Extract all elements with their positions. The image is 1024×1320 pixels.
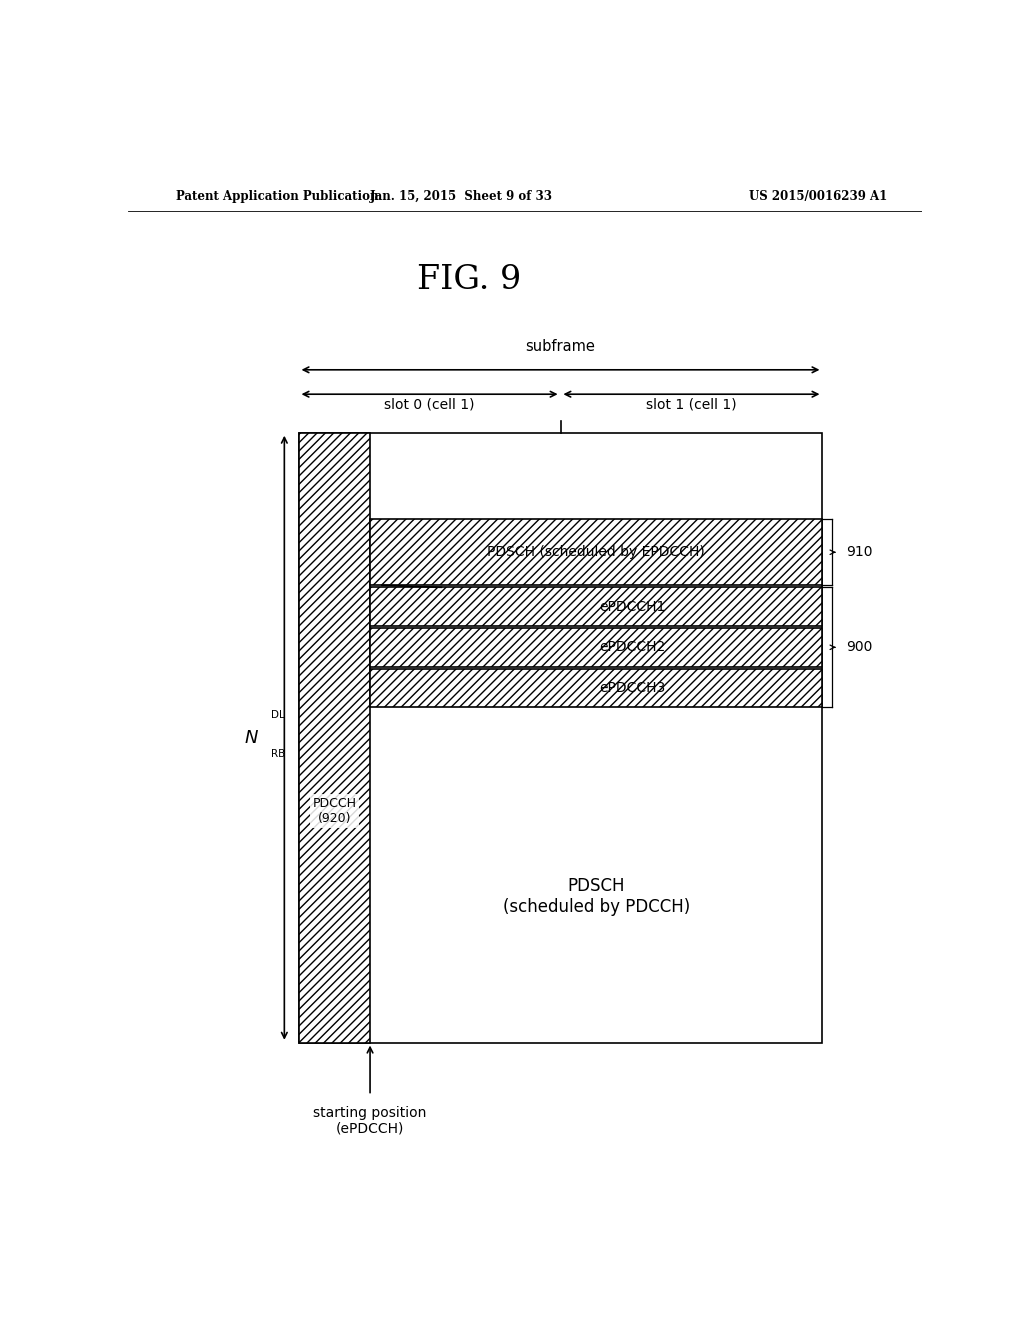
Bar xyxy=(370,669,822,708)
Text: 910: 910 xyxy=(846,545,872,560)
Text: DL: DL xyxy=(270,710,285,721)
Bar xyxy=(299,433,822,1043)
Text: slot 1 (cell 1): slot 1 (cell 1) xyxy=(646,397,737,412)
Text: ePDCCH1: ePDCCH1 xyxy=(599,599,666,614)
Text: PDSCH
(scheduled by PDCCH): PDSCH (scheduled by PDCCH) xyxy=(503,876,690,916)
Text: ePDCCH2: ePDCCH2 xyxy=(599,640,666,655)
Text: Jan. 15, 2015  Sheet 9 of 33: Jan. 15, 2015 Sheet 9 of 33 xyxy=(370,190,553,202)
Text: Patent Application Publication: Patent Application Publication xyxy=(176,190,378,202)
Text: slot 0 (cell 1): slot 0 (cell 1) xyxy=(384,397,475,412)
Bar xyxy=(299,433,370,1043)
Bar xyxy=(370,628,822,667)
Text: 900: 900 xyxy=(846,640,872,655)
Text: starting position
(ePDCCH): starting position (ePDCCH) xyxy=(313,1106,427,1137)
Bar xyxy=(370,587,822,626)
Text: RB: RB xyxy=(270,748,285,759)
Text: US 2015/0016239 A1: US 2015/0016239 A1 xyxy=(750,190,888,202)
Text: FIG. 9: FIG. 9 xyxy=(417,264,521,297)
Text: subframe: subframe xyxy=(525,338,595,354)
Text: ePDCCH3: ePDCCH3 xyxy=(599,681,666,694)
Text: PDSCH (scheduled by EPDCCH): PDSCH (scheduled by EPDCCH) xyxy=(487,545,706,560)
Text: PDCCH
(920): PDCCH (920) xyxy=(312,797,356,825)
Text: $N$: $N$ xyxy=(244,729,258,747)
Bar xyxy=(370,519,822,585)
